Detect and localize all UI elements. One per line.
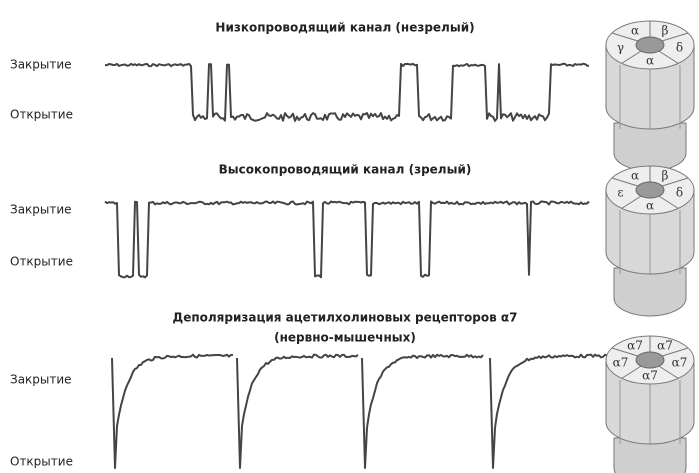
subunit-label: γ xyxy=(617,40,624,54)
panel-title: Высокопроводящий канал (зрелый) xyxy=(219,163,472,177)
subunit-label: α xyxy=(646,199,654,213)
pore xyxy=(636,352,664,368)
subunit-label: α7 xyxy=(657,339,673,353)
subunit-label: β xyxy=(662,169,669,183)
subunit-label: α7 xyxy=(613,355,629,369)
trace xyxy=(237,355,358,468)
open-label: Открытие xyxy=(10,108,73,122)
pore xyxy=(636,37,664,53)
panel-title: (нервно-мышечных) xyxy=(274,331,416,345)
subunit-label: ε xyxy=(617,185,623,199)
subunit-label: α xyxy=(631,24,639,38)
trace xyxy=(490,355,611,468)
trace xyxy=(105,64,589,121)
open-label: Открытие xyxy=(10,455,73,469)
subunit-label: α7 xyxy=(642,369,658,383)
closed-label: Закрытие xyxy=(10,373,72,387)
open-label: Открытие xyxy=(10,255,73,269)
receptor-lower xyxy=(614,268,686,316)
subunit-label: α xyxy=(631,169,639,183)
closed-label: Закрытие xyxy=(10,58,72,72)
subunit-label: δ xyxy=(676,185,683,199)
subunit-label: α xyxy=(646,54,654,68)
receptor-icon: α7 α7 α7 α7 α7 xyxy=(606,336,694,473)
trace xyxy=(105,202,589,278)
closed-label: Закрытие xyxy=(10,203,72,217)
subunit-label: α7 xyxy=(627,339,643,353)
trace xyxy=(112,355,233,468)
subunit-label: β xyxy=(662,24,669,38)
subunit-label: α7 xyxy=(672,355,688,369)
panel-title: Низкопроводящий канал (незрелый) xyxy=(215,21,474,35)
pore xyxy=(636,182,664,198)
trace xyxy=(362,355,483,468)
receptor-lower xyxy=(614,123,686,171)
figure: Низкопроводящий канал (незрелый) Закрытие… xyxy=(0,0,699,473)
panel-title: Деполяризация ацетилхолиновых рецепторов… xyxy=(173,311,518,325)
subunit-label: δ xyxy=(676,40,683,54)
